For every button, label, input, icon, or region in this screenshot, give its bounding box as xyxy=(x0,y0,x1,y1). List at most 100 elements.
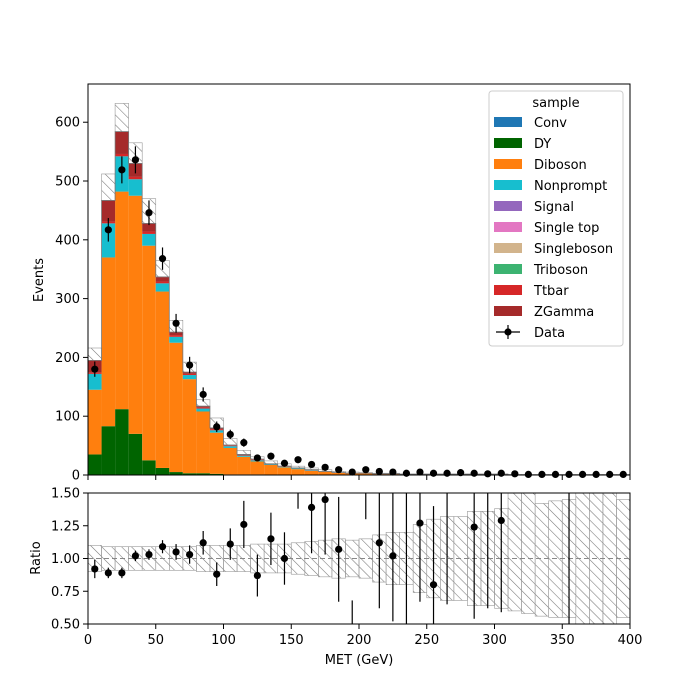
ratio-band-bin xyxy=(548,500,563,618)
bar-nonprompt xyxy=(142,233,156,246)
data-point xyxy=(335,466,343,474)
ratio-y-ticks: 0.50 0.75 1.00 1.25 1.50 xyxy=(51,487,88,633)
bar-diboson xyxy=(250,461,265,475)
ratio-point xyxy=(199,539,207,547)
bar-diboson xyxy=(128,195,143,434)
bar-diboson xyxy=(264,465,278,475)
legend-label: Triboson xyxy=(533,263,588,278)
ratio-point xyxy=(145,550,153,559)
stack-bars xyxy=(88,131,509,475)
legend-items: Conv DY Diboson Nonprompt Signal Single top Si… xyxy=(494,116,613,341)
data-point xyxy=(307,460,316,469)
ratio-y-tick-label: 0.75 xyxy=(51,585,80,600)
bar-diboson xyxy=(101,257,116,427)
bar-nonprompt xyxy=(182,375,197,380)
ratio-y-tick-label: 0.50 xyxy=(51,618,80,633)
ratio-y-tick-label: 1.50 xyxy=(51,487,80,502)
legend-label: Data xyxy=(534,326,565,341)
bar-ttbar xyxy=(223,445,238,447)
ratio-point xyxy=(226,540,234,548)
data-point xyxy=(280,459,289,467)
y-tick-label: 300 xyxy=(55,292,80,307)
data-point xyxy=(118,166,126,174)
data-point xyxy=(524,470,532,479)
ratio-point xyxy=(253,571,261,580)
bar-ttbar xyxy=(169,335,183,337)
data-point xyxy=(267,452,275,460)
ratio-point xyxy=(104,569,112,577)
uncertainty-bin xyxy=(114,103,129,132)
legend-label: Conv xyxy=(534,116,567,131)
data-point xyxy=(199,390,207,399)
legend-swatch xyxy=(494,159,522,169)
legend-swatch xyxy=(494,201,522,211)
legend-label: Nonprompt xyxy=(534,179,607,194)
bar-diboson xyxy=(237,456,251,475)
data-point xyxy=(565,470,573,479)
bar-nonprompt xyxy=(291,468,305,470)
data-point xyxy=(294,456,302,464)
y-tick-label: 0 xyxy=(72,469,80,484)
data-point xyxy=(457,469,465,477)
legend-swatch xyxy=(494,243,522,253)
bar-diboson xyxy=(331,472,346,475)
bar-diboson xyxy=(277,467,292,475)
bar-diboson xyxy=(318,471,332,475)
bar-dy xyxy=(115,409,129,475)
x-tick-label: 100 xyxy=(211,633,236,648)
bar-dy xyxy=(209,473,224,475)
bar-nonprompt xyxy=(155,283,170,292)
data-point xyxy=(389,468,397,476)
data-points xyxy=(91,146,627,479)
data-point xyxy=(592,470,600,479)
ratio-point xyxy=(429,581,438,589)
bar-nonprompt xyxy=(196,408,210,412)
data-point xyxy=(91,365,99,373)
bar-dy xyxy=(169,472,183,475)
data-point xyxy=(375,467,383,476)
bar-diboson xyxy=(196,411,210,474)
data-point xyxy=(104,226,112,234)
legend-label: Diboson xyxy=(534,158,587,173)
legend-label: Signal xyxy=(534,200,574,215)
bar-diboson xyxy=(88,389,102,455)
legend-swatch xyxy=(494,306,522,316)
bar-zgamma xyxy=(155,276,170,282)
ratio-point xyxy=(389,552,397,560)
ratio-point xyxy=(186,550,194,559)
legend-label: Ttbar xyxy=(533,284,569,299)
data-point xyxy=(470,469,478,477)
bar-nonprompt xyxy=(88,373,102,390)
x-tick-label: 200 xyxy=(347,633,372,648)
bar-nonprompt xyxy=(264,464,278,466)
bar-nonprompt xyxy=(169,336,183,343)
data-point xyxy=(578,470,587,479)
data-point xyxy=(416,468,424,476)
x-tick-label: 400 xyxy=(618,633,643,648)
bar-nonprompt xyxy=(128,179,143,196)
uncertainty-bin xyxy=(263,460,278,465)
bar-dy xyxy=(88,454,102,475)
legend-swatch xyxy=(494,285,522,295)
data-point xyxy=(511,470,519,478)
legend-data-marker xyxy=(504,328,512,336)
ratio-point xyxy=(131,552,140,560)
y-tick-label: 600 xyxy=(55,116,80,131)
ratio-point xyxy=(91,565,99,573)
y-tick-label: 500 xyxy=(55,175,80,190)
x-tick-label: 350 xyxy=(550,633,575,648)
bar-diboson xyxy=(359,473,373,475)
bar-nonprompt xyxy=(237,455,251,457)
ratio-point xyxy=(497,516,505,525)
legend: sample Conv DY Diboson Nonprompt Signal Singl… xyxy=(488,90,624,347)
ratio-y-tick-label: 1.00 xyxy=(51,552,80,567)
bar-ttbar xyxy=(237,455,251,456)
bar-dy xyxy=(196,473,210,475)
x-tick-label: 150 xyxy=(279,633,304,648)
data-point xyxy=(362,466,370,474)
bar-diboson xyxy=(182,379,197,474)
data-point xyxy=(484,470,492,478)
bar-dy xyxy=(101,426,116,475)
ratio-point xyxy=(470,523,478,531)
ratio-x-ticks: 0 50 100 150 200 250 300 350 400 xyxy=(84,624,643,648)
